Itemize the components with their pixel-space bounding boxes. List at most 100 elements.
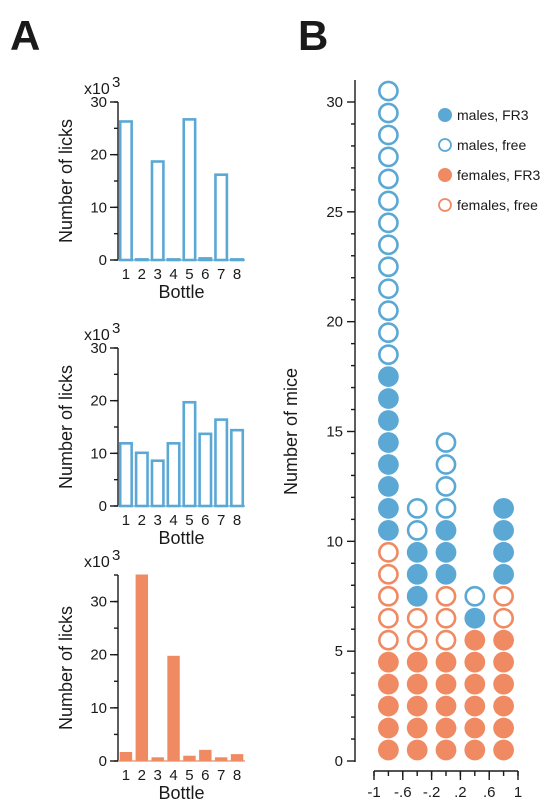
dot-female-free <box>378 585 399 607</box>
bar-bottle-5 <box>183 755 196 762</box>
x-tick-label: 2 <box>138 266 146 283</box>
dot-male-free <box>378 256 399 278</box>
y-tick-label: 10 <box>90 700 107 717</box>
y-tick-label: 20 <box>90 647 107 664</box>
x-tick-label: 1 <box>514 784 522 801</box>
x-tick-label: 6 <box>201 512 209 529</box>
dot-female-fr3 <box>435 651 457 673</box>
dot-female-fr3 <box>435 739 457 761</box>
dot-male-fr3 <box>378 519 399 541</box>
x-tick-label: 7 <box>217 266 225 283</box>
legend-marker-male-fr3 <box>438 108 452 122</box>
legend-marker-female-fr3 <box>438 168 452 182</box>
dot-female-fr3 <box>493 717 514 739</box>
y-tick-label: 0 <box>335 753 343 770</box>
dot-male-free <box>378 278 399 300</box>
bar-bottle-2 <box>134 258 149 262</box>
dot-male-free <box>378 146 399 168</box>
dot-male-free <box>378 322 399 344</box>
dot-female-fr3 <box>378 717 399 739</box>
dot-female-fr3 <box>378 673 399 695</box>
dot-female-fr3 <box>406 695 428 717</box>
x-tick-label: -.2 <box>423 784 441 801</box>
dot-female-fr3 <box>493 695 514 717</box>
y-tick-label: 30 <box>90 340 107 357</box>
dot-female-fr3 <box>464 717 486 739</box>
y-tick-label: 30 <box>90 594 107 611</box>
x-tick-label: 1 <box>122 767 130 784</box>
dot-male-fr3 <box>378 410 399 431</box>
x-tick-label: 2 <box>138 512 146 529</box>
dot-female-fr3 <box>464 695 486 717</box>
dot-female-fr3 <box>435 695 457 717</box>
bar-bottle-1 <box>118 442 133 508</box>
y-tick-label: 20 <box>326 314 343 331</box>
legend: males, FR3 males, free females, FR3 females… <box>438 107 540 213</box>
dot-male-fr3 <box>378 388 399 409</box>
x-tick-label: 7 <box>217 512 225 529</box>
dot-male-free <box>378 190 399 212</box>
dot-female-fr3 <box>493 739 514 761</box>
x-tick-label: 3 <box>154 767 162 784</box>
legend-label: females, FR3 <box>457 167 540 183</box>
dot-female-fr3 <box>464 651 486 673</box>
x-tick-label: 3 <box>154 512 162 529</box>
dot-male-free <box>378 234 399 256</box>
x-tick-label: .6 <box>483 784 496 801</box>
dot-male-free <box>378 80 399 102</box>
x-tick-label: 1 <box>122 512 130 529</box>
dot-male-free <box>435 497 457 519</box>
multiplier-label: x10 <box>84 327 110 344</box>
y-tick-label: 0 <box>99 252 107 269</box>
dot-female-fr3 <box>406 717 428 739</box>
y-tick-label: 25 <box>326 204 343 221</box>
dot-female-free <box>378 541 399 563</box>
y-tick-label: 10 <box>90 199 107 216</box>
dot-female-fr3 <box>406 651 428 673</box>
x-tick-label: 5 <box>185 767 193 784</box>
x-tick-label: 4 <box>169 512 177 529</box>
bar-bottle-7 <box>214 757 228 762</box>
bar-bottle-6 <box>198 257 213 262</box>
x-tick-label: 7 <box>217 767 225 784</box>
x-tick-label: 6 <box>201 767 209 784</box>
dot-male-free <box>435 476 457 497</box>
dot-female-free <box>378 629 399 651</box>
dot-female-free <box>435 607 457 629</box>
dot-female-free <box>435 585 457 607</box>
dot-male-fr3 <box>406 585 428 607</box>
y-tick-label: 10 <box>326 533 343 550</box>
dot-female-fr3 <box>493 673 514 695</box>
multiplier-exponent: 3 <box>112 320 120 337</box>
panel-b-chart: 0 5 10 15 20 25 30 Number of mice -1 -.6 -.2 .2 .6 1 m… <box>281 80 540 801</box>
dot-male-fr3 <box>378 476 399 497</box>
y-axis-title: Number of licks <box>56 606 76 730</box>
legend-label: females, free <box>457 197 538 213</box>
bar-bottle-4 <box>167 655 180 762</box>
dot-male-fr3 <box>406 563 428 585</box>
bar-bottle-5 <box>182 118 197 262</box>
x-tick-label: 4 <box>169 266 177 283</box>
y-tick-label: 30 <box>326 94 343 111</box>
x-axis-title: Bottle <box>158 282 204 302</box>
x-axis-title: Bottle <box>158 783 204 803</box>
dot-female-fr3 <box>493 629 514 651</box>
x-tick-label: 3 <box>154 266 162 283</box>
dot-male-fr3 <box>406 541 428 563</box>
dot-female-fr3 <box>406 673 428 695</box>
bar-bottle-3 <box>150 160 165 262</box>
bar-bottle-8 <box>230 754 244 762</box>
y-tick-label: 15 <box>326 424 343 441</box>
bar-bottle-7 <box>214 173 229 262</box>
dot-male-fr3 <box>493 563 514 585</box>
dot-male-free <box>435 454 457 475</box>
x-tick-label: 2 <box>138 767 146 784</box>
x-tick-label: 4 <box>169 767 177 784</box>
x-tick-label: .2 <box>454 784 467 801</box>
dot-male-fr3 <box>435 541 457 563</box>
dot-male-free <box>378 168 399 190</box>
bar-bottle-8 <box>230 428 245 508</box>
